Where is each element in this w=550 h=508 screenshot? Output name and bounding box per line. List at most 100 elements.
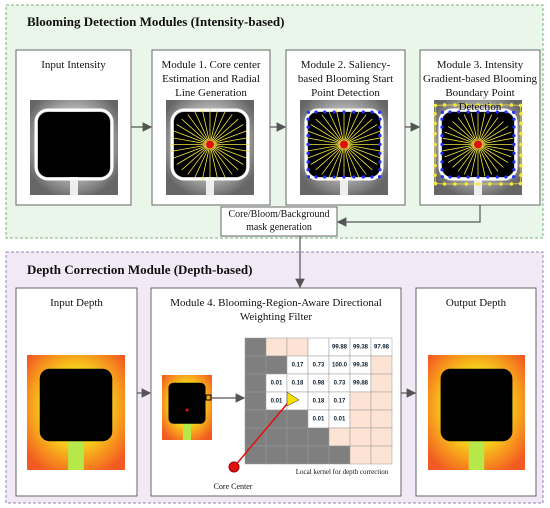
start-point: [512, 151, 516, 155]
start-point: [352, 175, 356, 179]
radial-line: [477, 144, 504, 168]
boundary-point: [442, 182, 447, 186]
stem: [206, 177, 214, 195]
start-point: [378, 117, 382, 121]
radial-line: [477, 144, 493, 175]
start-point: [306, 151, 310, 155]
start-point: [342, 110, 346, 114]
kernel-cell: [307, 427, 330, 447]
radial-line: [477, 131, 512, 145]
radial-line: [477, 144, 514, 152]
kernel-cell: [370, 427, 393, 447]
kernel-cell: [370, 373, 393, 393]
stem: [468, 441, 485, 470]
start-point: [378, 160, 382, 164]
radial-line: [194, 111, 211, 145]
radial-line: [194, 144, 211, 178]
radial-line: [170, 137, 211, 145]
start-point: [476, 110, 480, 114]
start-point: [378, 134, 382, 138]
radial-line: [209, 137, 250, 145]
kernel-cell: [349, 445, 372, 465]
radial-line: [343, 111, 360, 145]
kernel-cell: [370, 409, 393, 429]
start-point: [440, 160, 444, 164]
radial-line: [209, 144, 248, 159]
radial-line: [172, 144, 211, 159]
radial-line: [209, 144, 233, 175]
kernel-value: 0.01: [313, 417, 325, 423]
radial-line: [304, 144, 345, 152]
radial-line: [209, 144, 226, 178]
boundary-point: [518, 181, 523, 186]
boundary-point: [433, 103, 438, 108]
radial-line: [477, 144, 486, 177]
boundary-point: [433, 121, 437, 126]
bloom-edge: [438, 108, 518, 181]
boundary-point: [464, 182, 469, 186]
radial-line: [209, 144, 239, 171]
kernel-value: 100.0: [332, 363, 348, 369]
mask-label: Core/Bloom/Background mask generation: [228, 209, 330, 233]
radial-line: [304, 137, 345, 145]
stem: [70, 177, 78, 195]
core-center-label: Core Center: [213, 482, 253, 491]
start-point: [512, 175, 516, 179]
kernel-cell: [244, 427, 267, 447]
kernel-cell: [307, 337, 330, 357]
boundary-point: [509, 182, 514, 186]
start-point: [378, 151, 382, 155]
start-point: [504, 110, 508, 114]
core: [440, 368, 513, 442]
kernel-value: 0.73: [334, 381, 346, 387]
kernel-cell: [286, 337, 309, 357]
radial-line: [187, 144, 211, 175]
radial-line: [470, 144, 479, 177]
core: [38, 112, 110, 177]
boundary-point: [519, 163, 523, 168]
module-label: Output Depth: [445, 297, 507, 309]
kernel-cell: [349, 391, 372, 411]
start-point: [440, 134, 444, 138]
kernel-cell: [370, 355, 393, 375]
kernel-cell: [349, 427, 372, 447]
module-label: Module 3. Intensity Gradient-based Bloom…: [423, 59, 537, 113]
start-point: [512, 117, 516, 121]
boundary-point: [433, 111, 437, 116]
start-point: [323, 175, 327, 179]
kernel-value: 0.73: [313, 363, 325, 369]
kernel-cell: [328, 445, 351, 465]
radial-line: [447, 144, 479, 163]
start-point: [504, 175, 508, 179]
radial-line: [477, 144, 512, 158]
boundary-point: [519, 121, 523, 126]
start-point: [457, 175, 461, 179]
kernel-value: 99.88: [353, 381, 369, 387]
radial-line: [335, 144, 345, 180]
radial-line: [343, 144, 367, 175]
radial-line: [343, 144, 382, 159]
radial-line: [209, 124, 244, 145]
start-point: [306, 134, 310, 138]
start-point: [440, 151, 444, 155]
kernel-cell: [244, 445, 267, 465]
boundary-point: [476, 103, 480, 107]
start-point: [512, 110, 516, 114]
radial-line: [172, 130, 211, 145]
radial-line: [343, 144, 360, 178]
kernel-marker: [205, 394, 212, 401]
start-point: [440, 175, 444, 179]
radial-line: [457, 117, 479, 145]
stem: [474, 177, 482, 195]
start-point: [378, 142, 382, 147]
radial-line: [328, 144, 345, 178]
radial-line: [315, 118, 345, 145]
start-point: [352, 110, 356, 114]
kernel-cell: [286, 427, 309, 447]
start-point: [342, 175, 346, 179]
kernel-value: 0.17: [292, 363, 304, 369]
radial-line: [442, 144, 479, 152]
start-point: [440, 125, 444, 129]
start-point: [440, 168, 444, 172]
boundary-point: [442, 103, 447, 107]
